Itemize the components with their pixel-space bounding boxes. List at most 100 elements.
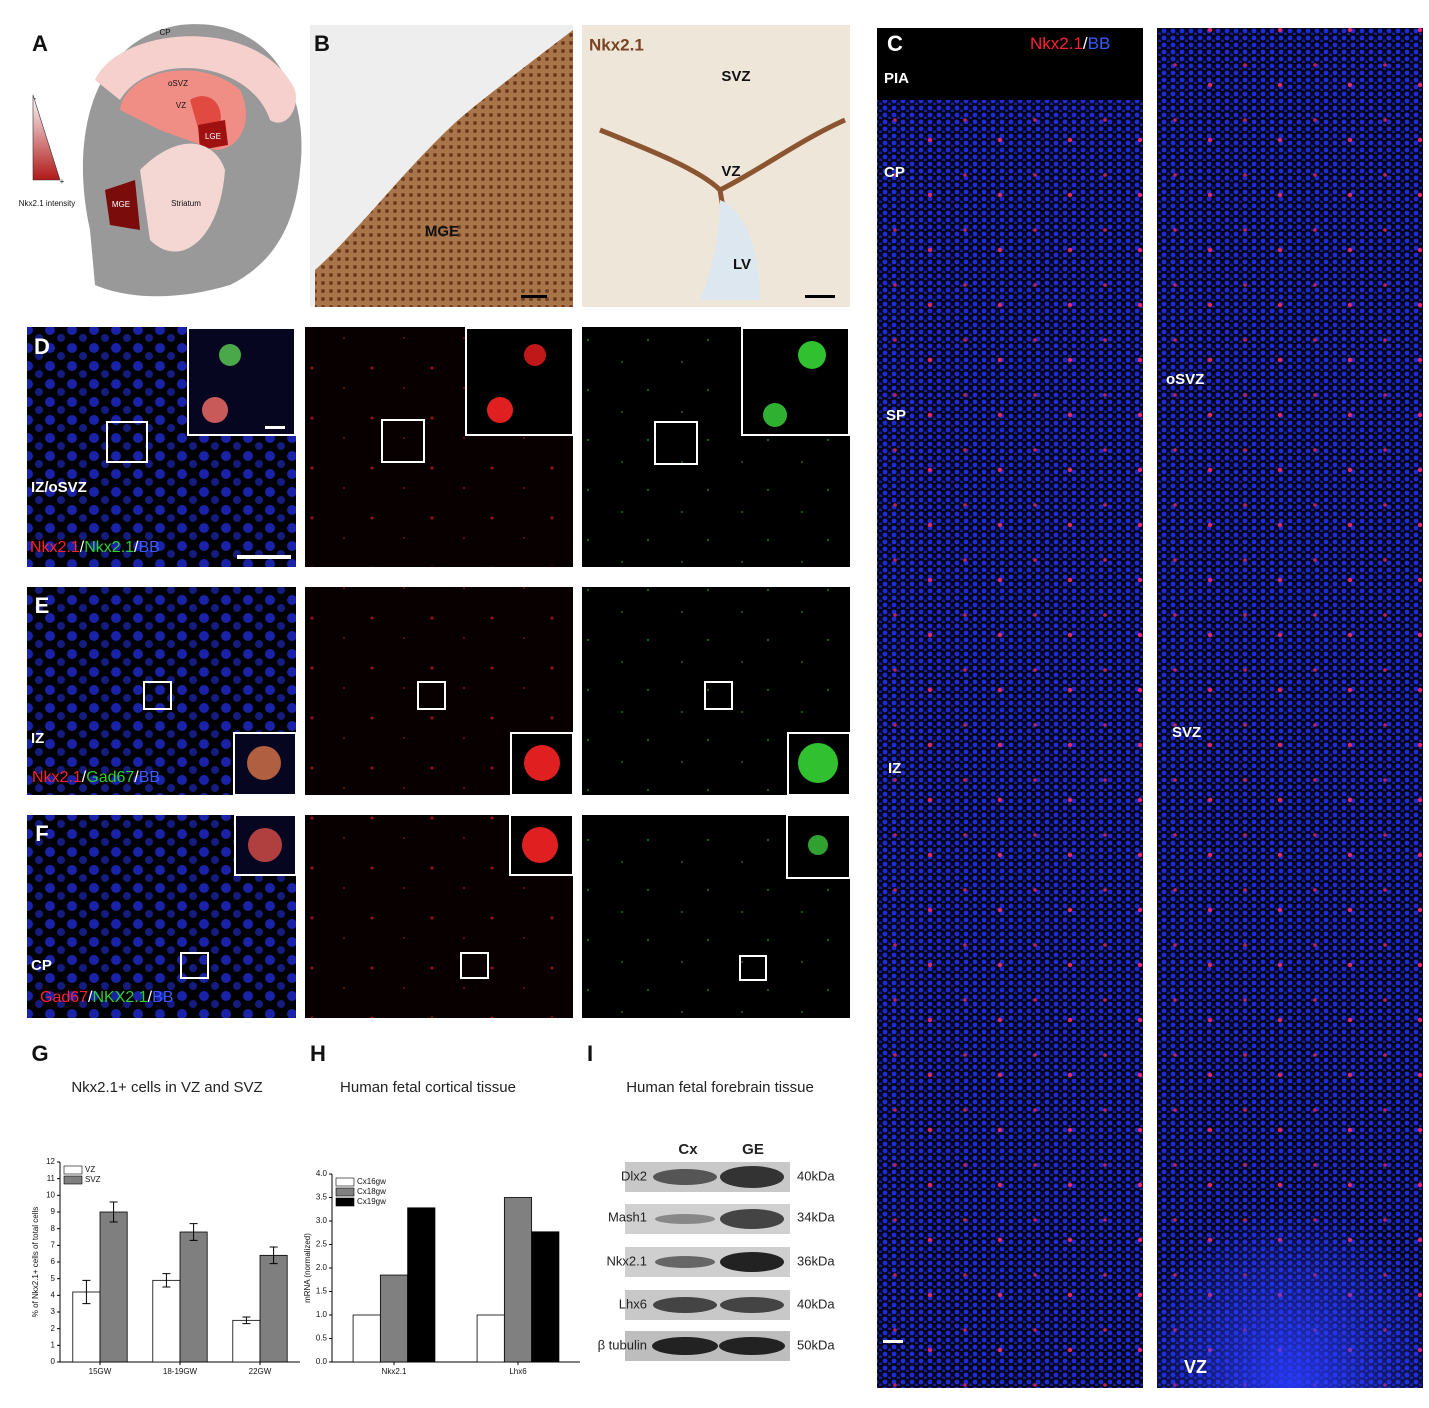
label: Cx16gw	[357, 1177, 386, 1186]
legend-text: Nkx2.1	[84, 539, 134, 556]
label: Dlx2	[621, 1168, 647, 1183]
fluorescence-overlay	[877, 28, 1143, 1388]
legend-text: /	[134, 769, 139, 786]
label: VZ	[721, 163, 740, 180]
label: 2	[51, 1324, 56, 1333]
label: 50kDa	[797, 1337, 835, 1352]
bar	[407, 1207, 436, 1363]
label: LGE	[205, 132, 221, 141]
label: Nkx2.1 intensity	[19, 199, 75, 208]
label: Nkx2.1	[382, 1367, 407, 1376]
bar	[152, 1279, 181, 1363]
label: Nkx2.1+ cells in VZ and SVZ	[71, 1079, 262, 1096]
label: 1.5	[316, 1287, 328, 1296]
legend-text: Gad67	[86, 769, 134, 786]
label: 3.5	[316, 1193, 328, 1202]
label: 6	[51, 1257, 56, 1266]
label: β tubulin	[598, 1337, 647, 1352]
label: oSVZ	[168, 79, 188, 88]
label: B	[314, 31, 330, 56]
legend-text: BB	[1088, 34, 1111, 53]
label: SVZ	[721, 68, 750, 85]
bar	[379, 1274, 409, 1363]
label: % of Nkx2.1+ cells of total cells	[31, 1207, 40, 1318]
label: Striatum	[171, 199, 201, 208]
label: Nkx2.1	[589, 35, 644, 54]
label: SVZ	[85, 1175, 101, 1184]
legend-swatch	[335, 1187, 355, 1197]
label: H	[310, 1041, 326, 1066]
label: Lhx6	[619, 1296, 647, 1311]
legend: Nkx2.1/Nkx2.1/BB	[30, 539, 160, 556]
label: D	[34, 334, 50, 359]
label: 1.0	[316, 1310, 328, 1319]
label: CP	[159, 28, 170, 37]
label: 2.5	[316, 1240, 328, 1249]
legend-text: /	[82, 769, 87, 786]
label: Nkx2.1	[607, 1253, 647, 1268]
error-bar	[269, 1246, 278, 1265]
bar	[179, 1231, 208, 1363]
label: Lhx6	[509, 1367, 527, 1376]
label: 12	[46, 1157, 55, 1166]
label: 3	[51, 1307, 56, 1316]
label: Mash1	[608, 1209, 647, 1224]
legend-text: BB	[139, 539, 160, 556]
bar	[232, 1319, 261, 1363]
legend: Nkx2.1/BB	[1030, 34, 1110, 53]
label: VZ	[176, 101, 186, 110]
bar	[476, 1314, 505, 1363]
label: 34kDa	[797, 1209, 835, 1224]
label: A	[32, 31, 48, 56]
label: 18-19GW	[163, 1367, 198, 1376]
legend-text: Gad67	[40, 989, 88, 1006]
label: 10	[46, 1190, 55, 1199]
scale-bar	[883, 1340, 903, 1343]
legend-text: NKX2.1	[93, 989, 148, 1006]
western-blots	[625, 1162, 790, 1361]
label: oSVZ	[1166, 371, 1204, 388]
legend-text: BB	[152, 989, 173, 1006]
label: IZ/oSVZ	[31, 479, 87, 496]
vz-glow	[1157, 1080, 1423, 1388]
ihc-stain	[315, 30, 573, 307]
label: 40kDa	[797, 1168, 835, 1183]
label: 8	[51, 1224, 56, 1233]
label: mRNA (normalized)	[303, 1233, 312, 1303]
label: C	[887, 31, 903, 56]
schematic	[32, 24, 302, 297]
label: CP	[884, 164, 905, 181]
label: 4.0	[316, 1169, 328, 1178]
legend-text: /	[80, 539, 85, 556]
label: 3.0	[316, 1216, 328, 1225]
label: VZ	[1184, 1357, 1207, 1377]
bar	[503, 1197, 533, 1363]
legend-swatch	[63, 1175, 83, 1185]
label: SP	[886, 407, 906, 424]
legend: Nkx2.1/Gad67/BB	[32, 769, 160, 786]
label: 0.0	[316, 1357, 328, 1366]
bar	[531, 1231, 560, 1363]
label: F	[35, 821, 48, 846]
legend-text: /	[134, 539, 139, 556]
label: G	[31, 1041, 48, 1066]
label: 11	[47, 1174, 56, 1183]
error-bar	[242, 1316, 251, 1325]
error-bar	[162, 1273, 171, 1288]
label: 4	[51, 1290, 56, 1299]
error-bar	[189, 1223, 198, 1241]
label: Human fetal cortical tissue	[340, 1079, 516, 1096]
label: 5	[51, 1274, 56, 1283]
label: VZ	[85, 1165, 95, 1174]
label: IZ	[31, 730, 44, 747]
bar	[259, 1254, 288, 1363]
label: 0.5	[316, 1334, 328, 1343]
label: E	[35, 593, 50, 618]
label: Cx18gw	[357, 1187, 386, 1196]
label: PIA	[884, 70, 909, 87]
label: IZ	[888, 760, 901, 777]
ventricle	[700, 200, 760, 300]
fluorescence-rows	[27, 327, 851, 1018]
legend: Gad67/NKX2.1/BB	[40, 989, 173, 1006]
